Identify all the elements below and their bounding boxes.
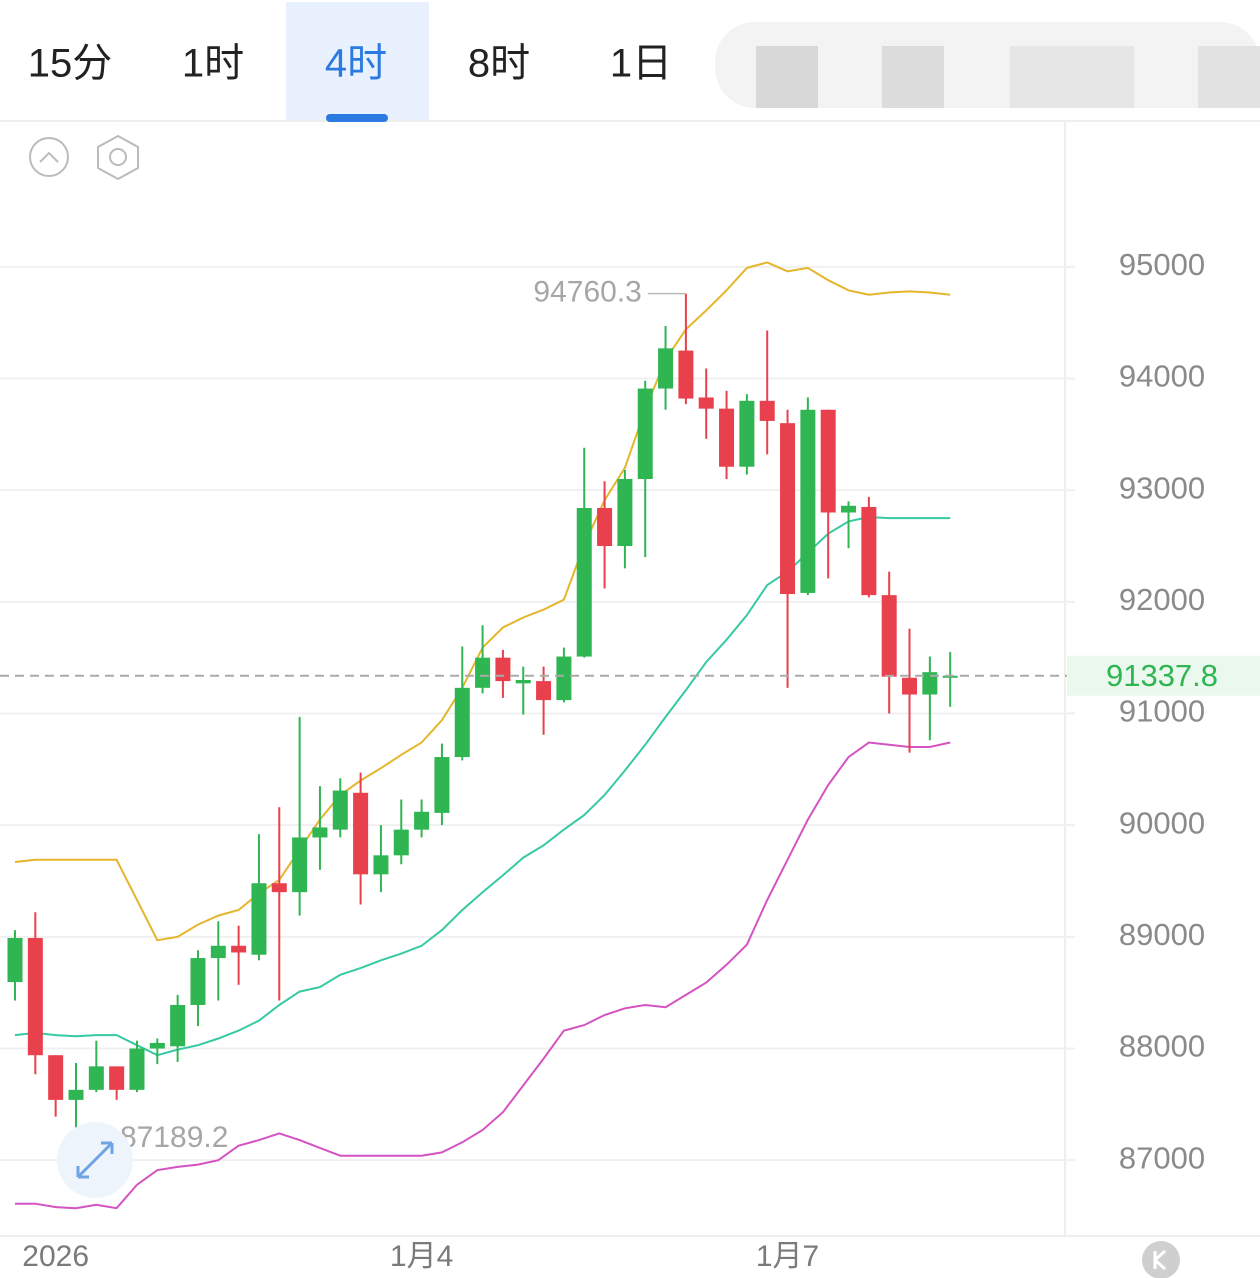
candle-body (251, 883, 267, 955)
y-tick-label: 93000 (1119, 470, 1205, 505)
candle-body (536, 681, 552, 701)
band-line (15, 741, 951, 1210)
x-tick-label: 2026 (22, 1240, 89, 1273)
active-tab-bg (286, 2, 429, 120)
candle-body (881, 595, 897, 677)
candle-body (617, 478, 633, 546)
candle-body (7, 937, 23, 983)
candle-body (576, 508, 592, 657)
y-tick-label: 90000 (1119, 805, 1205, 840)
tab-bar: 15分 1时 4时 8时 1日 (28, 2, 672, 122)
zoom-icon (76, 1141, 114, 1179)
candle-body (800, 409, 816, 593)
candle-body (637, 388, 653, 479)
blur-block (1198, 46, 1260, 108)
blur-block (882, 46, 944, 108)
plot: 91337.8 94760.3 87189.2 (0, 261, 1260, 1210)
candle-body (556, 656, 572, 701)
grid: 87000 88000 89000 90000 91000 92000 93000 94000… (0, 247, 1205, 1273)
x-tick-label: 1月4 (390, 1240, 453, 1273)
blurred-area (715, 22, 1260, 108)
candle-body (780, 423, 796, 595)
collapse-chevron (39, 151, 59, 163)
candle-body (27, 937, 43, 1056)
extreme-label: 87189.2 (120, 1121, 228, 1154)
candle-body (495, 657, 511, 682)
last-price-tag (1067, 655, 1260, 696)
candle-body (88, 1066, 104, 1090)
candle-body (861, 506, 877, 596)
tab[interactable]: 1日 (610, 42, 672, 86)
y-tick-label: 89000 (1119, 917, 1205, 952)
candle-body (210, 945, 226, 959)
y-tick-label: 91000 (1119, 694, 1205, 729)
candle-body (922, 672, 938, 695)
tab[interactable]: 8时 (468, 42, 530, 86)
candle-body (231, 945, 247, 953)
logo-circle (1142, 1241, 1180, 1278)
candle-body (271, 883, 287, 893)
candle-body (414, 811, 430, 830)
candle-body (698, 397, 714, 409)
candle-body (393, 829, 409, 856)
candle-body (475, 657, 491, 688)
candle-body (292, 837, 308, 893)
candle-body (129, 1048, 145, 1090)
logo-mark (1153, 1249, 1167, 1271)
collapse-icon[interactable] (29, 137, 69, 177)
tab[interactable]: 15分 (28, 42, 113, 86)
zoom-button[interactable] (57, 1122, 133, 1198)
y-tick-label: 95000 (1119, 247, 1205, 282)
last-price-label: 91337.8 (1106, 658, 1218, 693)
y-tick-label: 92000 (1119, 582, 1205, 617)
toolbar (29, 134, 139, 181)
candle-body (149, 1042, 165, 1049)
candle-body (312, 827, 328, 838)
candle-body (190, 958, 206, 1005)
candle-body (109, 1066, 125, 1090)
blur-block (1010, 46, 1134, 108)
candle-body (515, 680, 531, 684)
candle-body (820, 409, 836, 513)
y-tick-label: 94000 (1119, 359, 1205, 394)
y-tick-label: 88000 (1119, 1029, 1205, 1064)
candle-body (719, 408, 735, 467)
candle-body (841, 505, 857, 513)
settings-dot (109, 148, 127, 166)
candle-body (902, 677, 918, 695)
tab[interactable]: 1时 (182, 42, 244, 86)
candle-body (68, 1089, 84, 1100)
candle-body (434, 757, 450, 813)
x-tick-label: 1月7 (756, 1240, 819, 1273)
logo (1142, 1241, 1180, 1278)
settings-icon[interactable] (97, 134, 139, 181)
candle-body (759, 400, 775, 421)
candle-body (454, 687, 470, 758)
candle-body (658, 348, 674, 389)
active-tab-indicator (326, 114, 388, 122)
candle-body (332, 790, 348, 830)
candle-body (373, 855, 389, 875)
tab[interactable]: 4时 (325, 42, 387, 86)
candle-body (170, 1004, 186, 1047)
extreme-label: 94760.3 (533, 276, 641, 309)
candle-body (739, 400, 755, 467)
candle-body (678, 350, 694, 399)
candle-body (353, 792, 369, 875)
candle-body (597, 508, 613, 546)
y-tick-label: 87000 (1119, 1140, 1205, 1175)
candle-body (48, 1055, 64, 1100)
blur-block (756, 46, 818, 108)
